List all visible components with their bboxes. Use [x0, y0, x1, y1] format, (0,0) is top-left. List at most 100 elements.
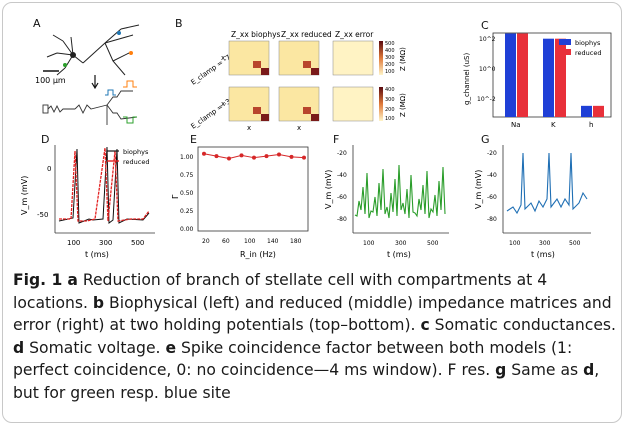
panel-f-label: F [333, 133, 340, 146]
svg-text:-60: -60 [337, 194, 347, 201]
e-point [202, 151, 206, 156]
svg-text:300: 300 [385, 55, 395, 61]
d-xtick-1: 300 [99, 239, 112, 247]
svg-text:400: 400 [385, 48, 395, 54]
svg-text:-20: -20 [487, 150, 497, 157]
c-legend-swatch-reduced [559, 49, 571, 55]
c-bar-biophys-h [581, 105, 592, 117]
cbar-label-bottom: Z (MΩ) [399, 93, 407, 117]
panel-b: B Z_xx biophys Z_xx reduced Z_xx error E… [153, 13, 443, 135]
panel-b-label: B [175, 17, 183, 30]
svg-text:20: 20 [202, 238, 210, 245]
svg-text:500: 500 [385, 41, 395, 47]
c-ytick-1: 10^0 [479, 66, 496, 73]
g-ylabel: V_m (mV) [474, 170, 483, 209]
somatic-voltage-chart: V_m (mV) 0 -50 100 300 500 t (ms) biophy… [20, 145, 155, 259]
c-ytick-0: 10^2 [479, 36, 496, 43]
e-point [239, 153, 244, 158]
svg-text:1.00: 1.00 [180, 154, 194, 161]
svg-text:60: 60 [222, 238, 230, 245]
e-point [264, 154, 269, 159]
svg-text:300: 300 [539, 240, 551, 247]
c-legend-reduced: reduced [575, 49, 601, 57]
svg-text:x: x [221, 100, 225, 108]
d-ylabel: V_m (mV) [20, 176, 29, 215]
svg-text:-20: -20 [337, 150, 347, 157]
figure-caption: Fig. 1 a Reduction of branch of stellate… [13, 271, 616, 402]
panel-d: D V_m (mV) 0 -50 100 300 500 t (ms) biop… [13, 133, 163, 265]
col-title-reduced: Z_xx reduced [281, 30, 332, 39]
e-point [302, 155, 306, 160]
svg-text:140: 140 [267, 238, 279, 245]
d-legend-reduced: reduced [123, 158, 149, 166]
panel-g: G V_m (mV) -20 -40 -60 -80 100 300 500 t… [473, 133, 618, 265]
impedance-matrices: Z_xx biophys Z_xx reduced Z_xx error E_c… [190, 30, 407, 132]
svg-text:100: 100 [385, 116, 395, 122]
svg-text:180: 180 [290, 238, 302, 245]
soma-dot [70, 52, 76, 58]
svg-text:0.00: 0.00 [180, 226, 194, 233]
d-xtick-0: 100 [67, 239, 80, 247]
coincidence-chart: Γ 1.00 0.75 0.50 0.25 0.00 20 60 100 140… [171, 146, 309, 259]
svg-text:-40: -40 [487, 172, 497, 179]
svg-text:100: 100 [244, 238, 256, 245]
c-xtick-na: Na [511, 121, 521, 129]
svg-text:500: 500 [569, 240, 581, 247]
panel-c: C g_channel (uS) 10^2 10^0 10^-2 Na K h … [455, 13, 615, 135]
green-site-voltage-chart: V_m (mV) -20 -40 -60 -80 100 300 500 t (… [324, 145, 449, 259]
panel-a-label: A [33, 17, 41, 30]
svg-text:0.25: 0.25 [180, 208, 194, 215]
caption-fig-label: Fig. 1 [13, 271, 63, 289]
panel-c-label: C [481, 19, 489, 32]
c-bar-biophys-k [543, 38, 554, 117]
scalebar-label: 100 μm [35, 76, 66, 85]
e-point [227, 156, 231, 161]
panel-e: E Γ 1.00 0.75 0.50 0.25 0.00 20 60 100 1… [168, 133, 318, 265]
c-ytick-2: 10^-2 [477, 96, 496, 103]
svg-text:400: 400 [385, 87, 395, 93]
d-legend-biophys: biophys [123, 148, 149, 156]
c-legend-swatch-biophys [559, 39, 571, 45]
panel-e-label: E [190, 133, 197, 146]
col-title-error: Z_xx error [335, 30, 374, 39]
svg-text:x: x [297, 124, 301, 132]
svg-text:300: 300 [385, 97, 395, 103]
svg-text:-40: -40 [337, 172, 347, 179]
neuron-morphology: 100 μm [35, 24, 140, 125]
svg-text:0.50: 0.50 [180, 190, 194, 197]
e-ylabel: Γ [171, 194, 180, 199]
svg-text:-60: -60 [487, 194, 497, 201]
c-bar-reduced-na [517, 33, 528, 117]
f-ylabel: V_m (mV) [324, 170, 333, 209]
matrix-axis-y: x [221, 54, 225, 62]
col-title-biophys: Z_xx biophys [231, 30, 281, 39]
f-xlabel: t (ms) [387, 250, 411, 259]
c-bar-reduced-k [555, 38, 566, 117]
e-xlabel: R_in (Hz) [240, 250, 276, 259]
svg-text:0.75: 0.75 [180, 172, 194, 179]
e-point [214, 154, 219, 159]
svg-text:-80: -80 [487, 216, 497, 223]
svg-text:500: 500 [427, 240, 439, 247]
svg-text:100: 100 [509, 240, 521, 247]
c-bar-reduced-h [593, 105, 604, 117]
d-xlabel: t (ms) [85, 250, 109, 259]
matrix-axis-x: x [247, 124, 251, 132]
panel-g-label: G [481, 133, 490, 146]
panel-a: A 100 μm [13, 13, 148, 135]
svg-text:100: 100 [385, 69, 395, 75]
svg-text:200: 200 [385, 107, 395, 113]
conductance-chart: g_channel (uS) 10^2 10^0 10^-2 Na K h bi… [463, 32, 612, 129]
svg-text:-80: -80 [337, 216, 347, 223]
panel-f: F V_m (mV) -20 -40 -60 -80 100 300 500 t… [321, 133, 471, 265]
e-point [252, 155, 256, 160]
cbar-label-top: Z (MΩ) [399, 47, 407, 71]
d-xtick-2: 500 [131, 239, 144, 247]
g-xlabel: t (ms) [531, 250, 555, 259]
panel-d-label: D [41, 133, 50, 146]
d-ytick-1: -50 [37, 211, 48, 219]
svg-text:300: 300 [395, 240, 407, 247]
svg-text:200: 200 [385, 62, 395, 68]
c-legend-biophys: biophys [575, 39, 601, 47]
